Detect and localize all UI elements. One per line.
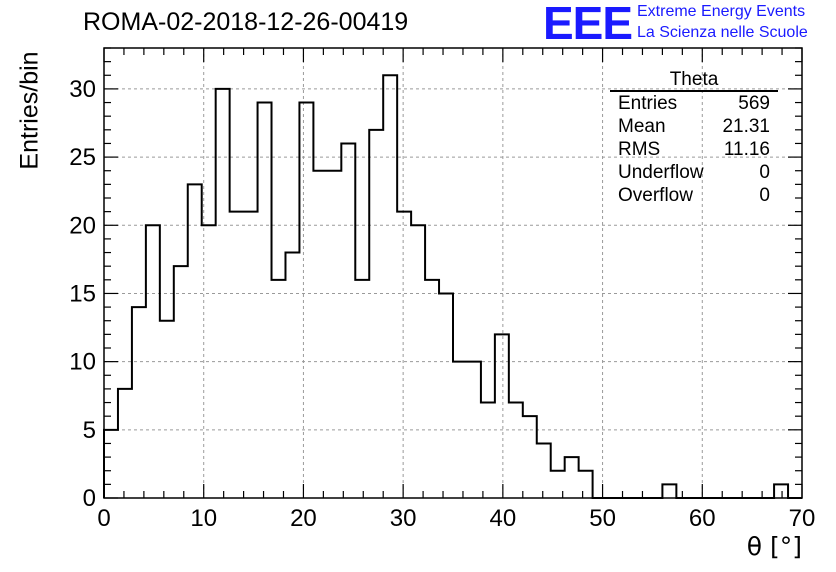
stats-value: 569 [738, 93, 770, 114]
x-tick-label: 30 [390, 505, 417, 532]
x-tick-label: 10 [190, 505, 217, 532]
x-axis-label: θ [°] [746, 532, 802, 561]
y-tick-label: 20 [69, 212, 96, 239]
plot-frame [103, 47, 803, 499]
stats-value: 0 [759, 185, 770, 206]
x-tick-label: 0 [97, 505, 110, 532]
x-tick-label: 70 [789, 505, 816, 532]
grid-lines [104, 48, 802, 498]
stats-label: Mean [618, 116, 666, 137]
axis-tick-labels: 0 10 20 30 40 50 60 70 0 5 10 15 20 25 30 [69, 76, 815, 532]
x-tick-label: 50 [589, 505, 616, 532]
stats-label: Underflow [618, 162, 704, 183]
y-tick-label: 0 [83, 485, 96, 512]
chart-title: ROMA-02-2018-12-26-00419 [83, 8, 409, 36]
stats-row-rms: RMS 11.16 [610, 138, 778, 161]
x-tick-label: 60 [689, 505, 716, 532]
stats-row-mean: Mean 21.31 [610, 115, 778, 138]
stats-row-underflow: Underflow 0 [610, 161, 778, 184]
stats-label: RMS [618, 139, 661, 160]
y-tick-label: 15 [69, 280, 96, 307]
stats-title: Theta [610, 70, 778, 92]
x-tick-label: 20 [290, 505, 317, 532]
y-tick-label: 25 [69, 144, 96, 171]
stats-value: 21.31 [722, 116, 770, 137]
stats-row-overflow: Overflow 0 [610, 184, 778, 207]
y-tick-label: 10 [69, 349, 96, 376]
y-tick-label: 30 [69, 76, 96, 103]
y-axis-label: Entries/bin [15, 51, 44, 170]
stats-value: 0 [759, 162, 770, 183]
stats-label: Entries [618, 93, 678, 114]
stats-row-entries: Entries 569 [610, 92, 778, 115]
y-tick-label: 5 [83, 417, 96, 444]
stats-label: Overflow [618, 185, 693, 206]
logo-line-1: Extreme Energy Events [637, 3, 806, 20]
logo-line-2: La Scienza nelle Scuole [637, 24, 808, 41]
x-tick-label: 40 [490, 505, 517, 532]
stats-value: 11.16 [723, 139, 770, 160]
axis-ticks [103, 47, 803, 499]
eee-logo: EEE [543, 0, 633, 49]
stats-box: Theta Entries 569 Mean 21.31 RMS 11.16 U… [610, 70, 778, 207]
